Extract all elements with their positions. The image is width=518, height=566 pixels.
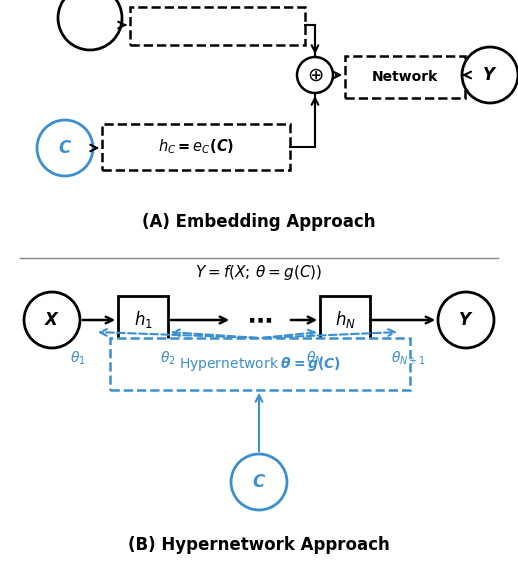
FancyBboxPatch shape	[130, 7, 305, 45]
Text: $\boldsymbol{h_1}$: $\boldsymbol{h_1}$	[134, 310, 152, 331]
Circle shape	[231, 454, 287, 510]
Circle shape	[462, 47, 518, 103]
Text: $\boldsymbol{C}$: $\boldsymbol{C}$	[252, 473, 266, 491]
Text: $\boldsymbol{\theta_N}$: $\boldsymbol{\theta_N}$	[306, 349, 324, 367]
Circle shape	[58, 0, 122, 50]
FancyBboxPatch shape	[110, 338, 410, 390]
Circle shape	[37, 120, 93, 176]
Text: $\it{Y = f(X;\,\theta = g(C))}$: $\it{Y = f(X;\,\theta = g(C))}$	[195, 263, 323, 281]
Circle shape	[438, 292, 494, 348]
Circle shape	[24, 292, 80, 348]
Text: $\boldsymbol{\theta_{N+1}}$: $\boldsymbol{\theta_{N+1}}$	[391, 349, 425, 367]
Text: $\boldsymbol{Y}$: $\boldsymbol{Y}$	[482, 66, 498, 84]
Text: $\boldsymbol{\mathrm{Hypernetwork}\;\theta = g(C)}$: $\boldsymbol{\mathrm{Hypernetwork}\;\the…	[179, 355, 341, 373]
Text: $\boldsymbol{Y}$: $\boldsymbol{Y}$	[458, 311, 474, 329]
Text: $\boldsymbol{h_N}$: $\boldsymbol{h_N}$	[335, 310, 355, 331]
FancyBboxPatch shape	[320, 296, 370, 344]
Text: $\boldsymbol{C}$: $\boldsymbol{C}$	[58, 139, 72, 157]
Circle shape	[297, 57, 333, 93]
Text: $\oplus$: $\oplus$	[307, 66, 323, 84]
Text: Network: Network	[372, 70, 438, 84]
FancyBboxPatch shape	[345, 56, 465, 98]
Text: $\boldsymbol{\theta_2}$: $\boldsymbol{\theta_2}$	[160, 349, 176, 367]
Text: $\boldsymbol{\theta_1}$: $\boldsymbol{\theta_1}$	[70, 349, 86, 367]
Text: $\boldsymbol{\cdots}$: $\boldsymbol{\cdots}$	[248, 308, 272, 332]
Text: (A) Embedding Approach: (A) Embedding Approach	[142, 213, 376, 231]
Text: $\boldsymbol{h_C = e_C(C)}$: $\boldsymbol{h_C = e_C(C)}$	[158, 138, 234, 156]
Text: (B) Hypernetwork Approach: (B) Hypernetwork Approach	[128, 536, 390, 554]
FancyBboxPatch shape	[118, 296, 168, 344]
Text: $\boldsymbol{X}$: $\boldsymbol{X}$	[44, 311, 60, 329]
FancyBboxPatch shape	[102, 124, 290, 170]
